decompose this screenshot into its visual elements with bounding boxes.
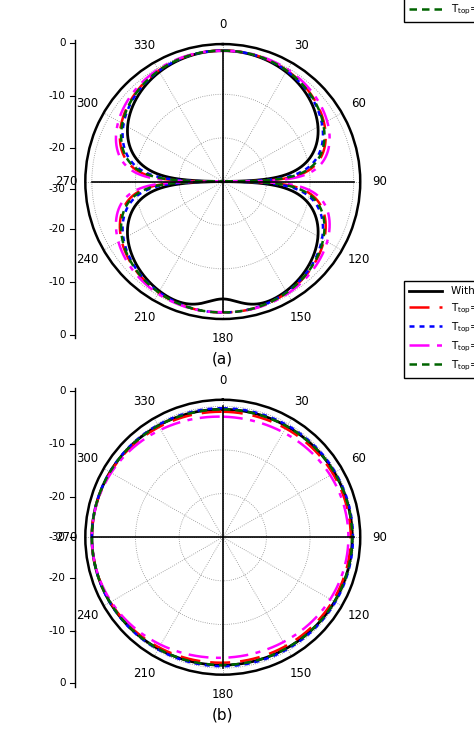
Text: -20: -20 [48,573,65,582]
Text: -20: -20 [48,225,65,234]
Legend: Without films, T$_{\rm top}$=2μm, T$_{\rm top}$=4μm, T$_{\rm top}$=6μm, T$_{\rm : Without films, T$_{\rm top}$=2μm, T$_{\r… [404,282,474,378]
Text: 0: 0 [59,386,65,396]
Text: 0: 0 [59,330,65,340]
Text: (b): (b) [212,708,234,722]
Text: (a): (a) [212,352,233,367]
Text: -10: -10 [48,439,65,449]
Text: -10: -10 [48,277,65,288]
Text: 0: 0 [59,38,65,47]
Text: -10: -10 [48,90,65,101]
Text: -30: -30 [48,532,65,542]
Text: -20: -20 [48,144,65,153]
Legend: Without films, T$_{\rm top}$=2μm, T$_{\rm top}$=4μm, T$_{\rm top}$=6μm, T$_{\rm : Without films, T$_{\rm top}$=2μm, T$_{\r… [404,0,474,22]
Text: 0: 0 [59,679,65,688]
Text: -30: -30 [48,184,65,194]
Text: -10: -10 [48,625,65,636]
Text: -20: -20 [48,492,65,502]
